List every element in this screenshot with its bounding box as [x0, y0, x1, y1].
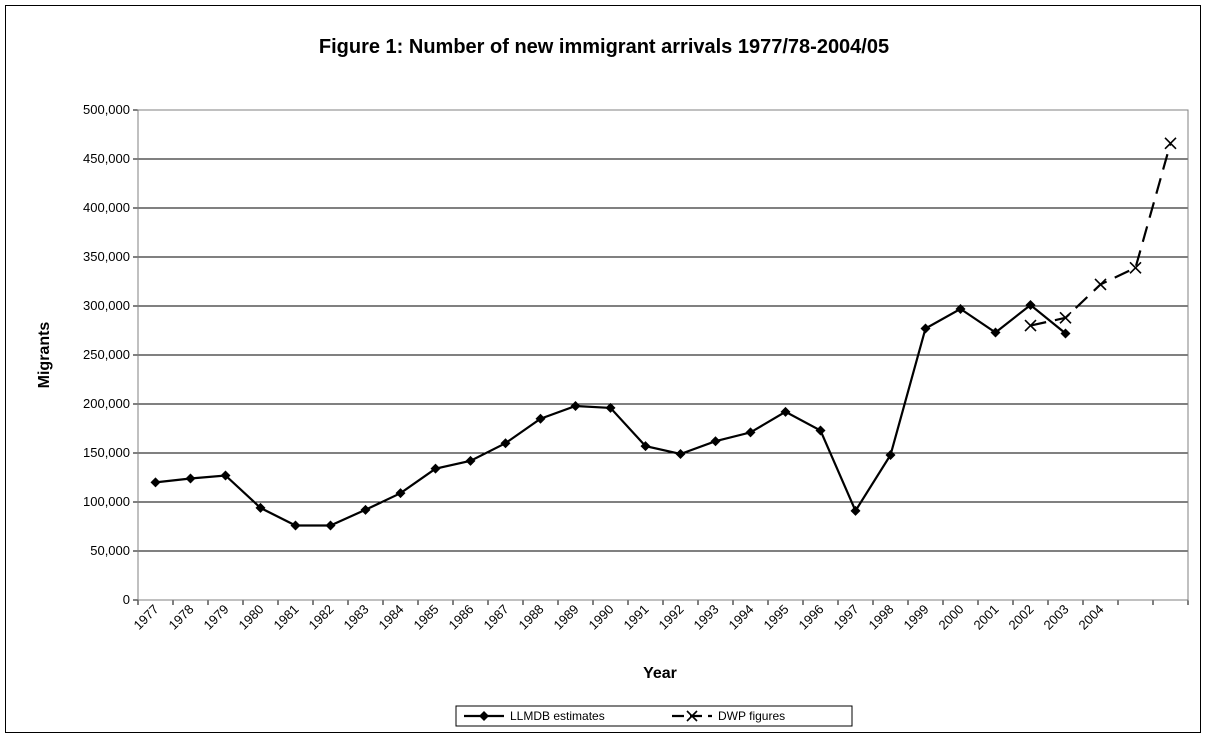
data-point	[640, 441, 651, 452]
grid-lines	[138, 109, 1188, 552]
y-tick-label: 250,000	[83, 347, 130, 362]
x-tick-label: 1983	[341, 602, 372, 633]
data-point	[1024, 319, 1037, 332]
legend-box	[455, 705, 853, 727]
data-point	[535, 413, 546, 424]
data-point	[850, 505, 861, 516]
data-point	[1060, 328, 1071, 339]
x-tick-label: 1995	[761, 602, 792, 633]
legend-marker	[479, 711, 489, 721]
x-tick-label: 1981	[271, 602, 302, 633]
y-tick-label: 450,000	[83, 151, 130, 166]
data-point	[605, 402, 616, 413]
data-point	[220, 470, 231, 481]
x-tick-label: 1982	[306, 602, 337, 633]
data-point	[1094, 278, 1107, 291]
legend-label: LLMDB estimates	[510, 709, 605, 723]
x-tick-label: 1990	[586, 602, 617, 633]
x-tick-label: 2004	[1076, 602, 1107, 633]
x-tick-label: 1991	[621, 602, 652, 633]
y-tick-label: 500,000	[83, 102, 130, 117]
data-point	[1164, 137, 1177, 150]
data-point	[290, 520, 301, 531]
data-point	[1059, 311, 1072, 324]
x-axis-ticks: 1977 1978 1979 1980 1981 1982 1983 1984 1985 1986…	[131, 600, 1189, 633]
x-tick-label: 2000	[936, 602, 967, 633]
data-point	[360, 504, 371, 515]
x-tick-label: 1993	[691, 602, 722, 633]
series-line	[155, 303, 1067, 527]
data-point	[430, 463, 441, 474]
data-point	[990, 327, 1001, 338]
data-point	[500, 438, 511, 449]
y-tick-label: 50,000	[90, 543, 130, 558]
x-tick-label: 1986	[446, 602, 477, 633]
legend-label: DWP figures	[718, 709, 785, 723]
x-tick-label: 1989	[551, 602, 582, 633]
data-point	[710, 436, 721, 447]
y-axis-ticks: 0 50,000 100,000 150,000 200,000 250,000 300,0…	[83, 102, 1188, 607]
chart-frame	[5, 5, 1201, 733]
y-tick-label: 150,000	[83, 445, 130, 460]
data-point	[395, 488, 406, 499]
data-point	[325, 520, 336, 531]
legend-marker	[686, 710, 698, 722]
data-point	[920, 323, 931, 334]
chart-title: Figure 1: Number of new immigrant arriva…	[319, 36, 889, 58]
y-tick-label: 200,000	[83, 396, 130, 411]
x-tick-label: 1997	[831, 602, 862, 633]
y-tick-label: 100,000	[83, 494, 130, 509]
x-tick-label: 1988	[516, 602, 547, 633]
data-point	[675, 448, 686, 459]
data-point	[955, 303, 966, 314]
x-tick-label: 1999	[901, 602, 932, 633]
data-point	[570, 400, 581, 411]
data-point	[1129, 261, 1142, 274]
x-tick-label: 1980	[236, 602, 267, 633]
series-layer	[150, 137, 1177, 531]
x-tick-label: 1998	[866, 602, 897, 633]
x-tick-label: 1987	[481, 602, 512, 633]
data-point	[185, 473, 196, 484]
x-tick-label: 1996	[796, 602, 827, 633]
data-point	[150, 477, 161, 488]
x-tick-label: 1992	[656, 602, 687, 633]
x-tick-label: 1984	[376, 602, 407, 633]
x-tick-label: 2003	[1041, 602, 1072, 633]
legend: LLMDB estimates DWP figures	[455, 705, 853, 727]
y-axis-label: Migrants	[36, 322, 53, 389]
x-tick-label: 2002	[1006, 602, 1037, 633]
data-point	[815, 425, 826, 436]
x-tick-label: 1985	[411, 602, 442, 633]
x-tick-label: 1977	[131, 602, 162, 633]
data-point	[885, 449, 896, 460]
data-point	[465, 455, 476, 466]
y-tick-label: 300,000	[83, 298, 130, 313]
y-tick-label: 400,000	[83, 200, 130, 215]
y-tick-label: 350,000	[83, 249, 130, 264]
x-tick-label: 2001	[971, 602, 1002, 633]
x-tick-label: 1994	[726, 602, 757, 633]
data-point	[1025, 300, 1036, 311]
plot-area	[137, 109, 1189, 601]
y-tick-label: 0	[123, 592, 130, 607]
x-tick-label: 1978	[166, 602, 197, 633]
x-axis-label: Year	[643, 665, 677, 682]
data-point	[780, 406, 791, 417]
data-point	[745, 427, 756, 438]
x-tick-label: 1979	[201, 602, 232, 633]
data-point	[255, 502, 266, 513]
series-line	[1030, 143, 1172, 327]
